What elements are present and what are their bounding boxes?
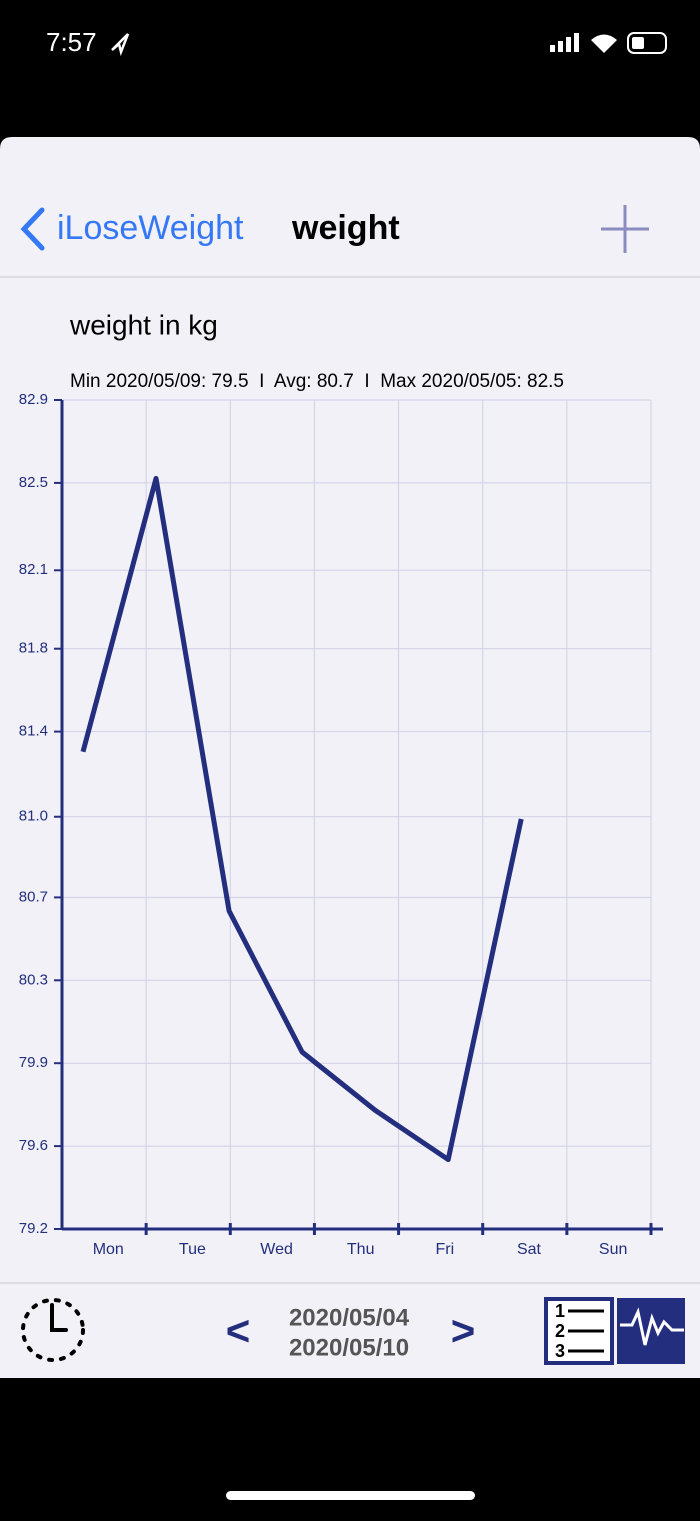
data-line [80,475,524,1163]
status-time: 7:57 [46,27,97,57]
app-card [0,137,700,1378]
battery-icon [627,32,667,54]
y-tick-label: 80.3 [19,971,48,988]
y-tick-label: 81.4 [19,723,48,740]
y-tick-label: 79.2 [19,1220,48,1237]
prev-button[interactable]: < [226,1307,251,1354]
battery-level [632,37,644,49]
next-button[interactable]: > [451,1307,476,1354]
home-indicator [226,1491,475,1500]
list-icon-digit: 2 [555,1321,565,1341]
range-start: 2020/05/04 [289,1304,410,1331]
chart-subtitle: Min 2020/05/09: 79.5 I Avg: 80.7 I Max 2… [70,371,564,392]
x-tick-label: Mon [93,1241,124,1258]
plot: 79.2 79.6 79.9 80.3 80.7 81.0 81.4 81.8 82.1 82.5… [19,391,663,1258]
add-button[interactable] [601,205,649,253]
y-tick-label: 80.7 [19,888,48,905]
x-tick-label: Sun [599,1241,627,1258]
y-tick-label: 81.8 [19,640,48,657]
chart-icon[interactable] [617,1298,685,1364]
y-tick-label: 82.5 [19,474,48,491]
x-tick-label: Fri [436,1241,455,1258]
x-tick-label: Wed [260,1241,293,1258]
back-button[interactable]: iLoseWeight [57,209,244,247]
y-tick-label: 79.9 [19,1054,48,1071]
nav-title: weight [291,209,400,247]
list-icon-digit: 1 [555,1301,565,1321]
x-tick-label: Tue [179,1241,206,1258]
clock-icon[interactable] [21,1298,85,1362]
y-tick-label: 82.1 [19,561,48,578]
y-tick-label: 81.0 [19,808,48,825]
range-end: 2020/05/10 [289,1334,409,1361]
chart-title: weight in kg [69,309,218,340]
y-tick-label: 79.6 [19,1137,48,1154]
location-icon [111,33,130,57]
x-tick-label: Thu [347,1241,375,1258]
list-icon-digit: 3 [555,1341,565,1361]
x-tick-label: Sat [517,1241,542,1258]
back-chevron[interactable] [20,207,45,251]
list-icon[interactable]: 1 2 3 [544,1297,614,1365]
y-tick-label: 82.9 [19,391,48,408]
signal-icon [550,33,579,52]
wifi-icon [591,34,617,53]
